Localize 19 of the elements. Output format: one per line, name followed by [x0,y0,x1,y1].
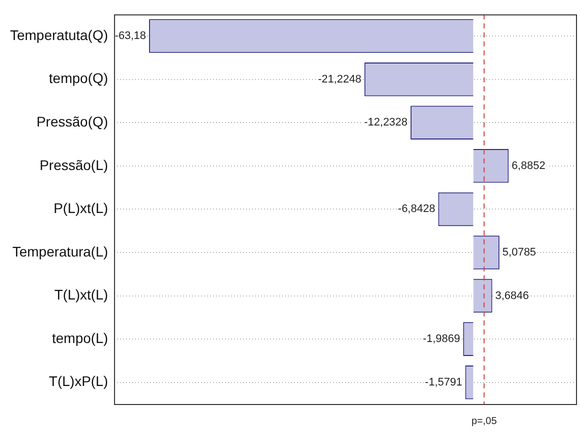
y-tick-label: T(L)xP(L) [48,373,108,390]
data-label: -1,5791 [424,376,462,388]
y-tick-label: Temperatura(L) [12,243,108,260]
y-tick-label: Pressão(L) [40,156,108,173]
data-label: 6,8852 [512,160,546,172]
y-tick-label: P(L)xt(L) [54,200,108,216]
data-label: -1,9869 [422,333,460,346]
data-label: 3,6846 [495,290,529,302]
data-label: 5,0785 [502,246,536,259]
y-tick-label: T(L)xt(L) [54,286,108,303]
y-tick-label: Temperatuta(Q) [10,26,108,43]
data-label: -12,2328 [364,116,408,129]
data-label: -6,8428 [398,203,436,216]
ref-line-label: p=,05 [471,416,498,427]
y-tick-label: tempo(Q) [48,70,108,86]
data-label: -63,18 [114,30,146,42]
y-tick-label: Pressão(Q) [36,113,108,130]
y-tick-label: tempo(L) [52,330,108,346]
data-label: -21,2248 [318,73,362,86]
